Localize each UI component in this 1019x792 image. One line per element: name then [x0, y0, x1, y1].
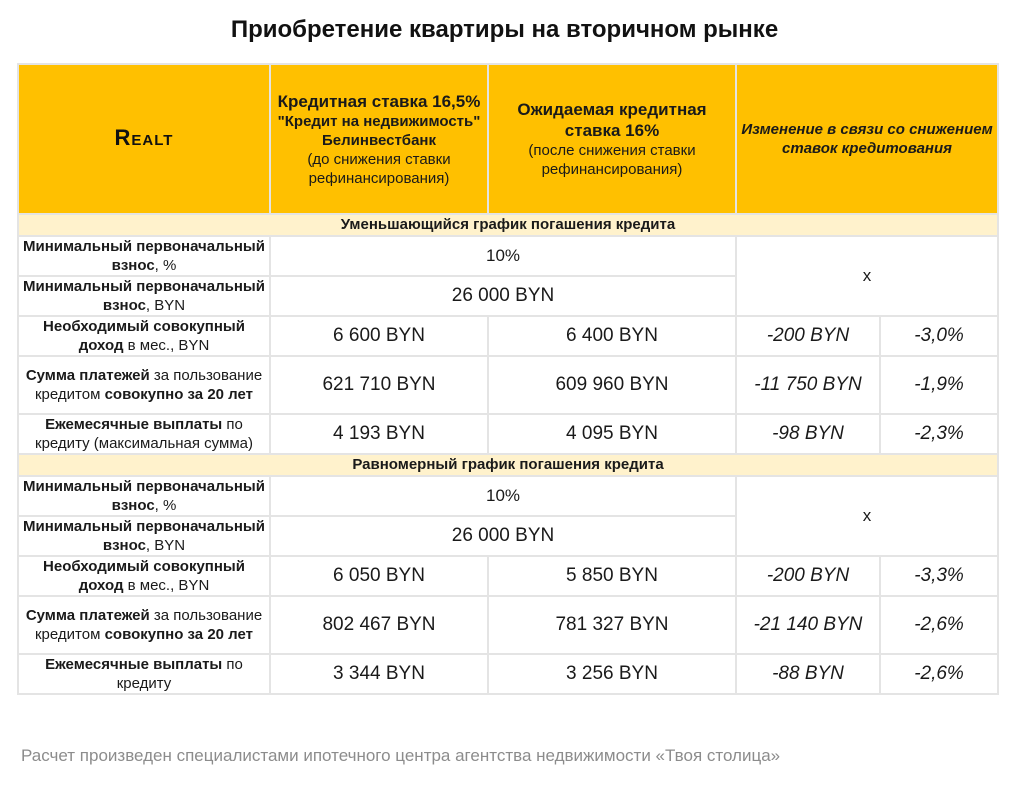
row-label: Минимальный первоначальный взнос, % — [17, 235, 271, 277]
row-label: Сумма платежей за пользование кредитом с… — [17, 355, 271, 415]
header-col1: Кредитная ставка 16,5% "Кредит на недвиж… — [269, 63, 489, 215]
change-x-cell: x — [734, 235, 1000, 317]
value-cell: 6 400 BYN — [487, 315, 737, 357]
realt-logo: Realt — [114, 124, 174, 150]
header-col3: Изменение в связи со снижением ставок кр… — [734, 63, 1000, 215]
value-cell: 609 960 BYN — [487, 355, 737, 415]
row-label: Минимальный первоначальный взнос, BYN — [17, 515, 271, 557]
value-cell: 3 256 BYN — [487, 653, 737, 695]
row-label: Ежемесячные выплаты по кредиту — [17, 653, 271, 695]
header-col1-note: (до снижения ставки рефинансирования) — [307, 150, 451, 187]
change-abs-cell: -21 140 BYN — [735, 595, 881, 655]
table-row: Минимальный первоначальный взнос, % 10% … — [17, 235, 1000, 317]
row-label: Минимальный первоначальный взнос, % — [17, 475, 271, 517]
change-pct-cell: -2,3% — [878, 413, 1000, 455]
change-abs-cell: -98 BYN — [735, 413, 881, 455]
change-pct-cell: -3,3% — [878, 555, 1000, 597]
header-col1-main: Кредитная ставка 16,5% — [277, 91, 481, 111]
change-pct-cell: -1,9% — [878, 355, 1000, 415]
header-col3-text: Изменение в связи со снижением ставок кр… — [741, 121, 993, 157]
table-row: Ежемесячные выплаты по кредиту 3 344 BYN… — [17, 653, 1000, 695]
row-label: Минимальный первоначальный взнос, BYN — [17, 275, 271, 317]
table-row: Сумма платежей за пользование кредитом с… — [17, 355, 1000, 415]
change-x-cell: x — [734, 475, 1000, 557]
row-label: Ежемесячные выплаты по кредиту (максимал… — [17, 413, 271, 455]
change-abs-cell: -200 BYN — [735, 555, 881, 597]
table-row: Необходимый совокупный доход в мес., BYN… — [17, 555, 1000, 597]
row-label: Необходимый совокупный доход в мес., BYN — [17, 315, 271, 357]
section-row: Уменьшающийся график погашения кредита — [16, 213, 1000, 237]
table-row: Ежемесячные выплаты по кредиту (максимал… — [17, 413, 1000, 455]
header-col1-product: "Кредит на недвижимость" — [277, 112, 481, 130]
change-abs-cell: -11 750 BYN — [735, 355, 881, 415]
section-title: Уменьшающийся график погашения кредита — [16, 213, 1000, 237]
value-cell: 621 710 BYN — [269, 355, 489, 415]
table-row: Сумма платежей за пользование кредитом с… — [17, 595, 1000, 655]
page-title: Приобретение квартиры на вторичном рынке — [230, 16, 779, 43]
change-abs-cell: -200 BYN — [735, 315, 881, 357]
value-cell: 4 193 BYN — [269, 413, 489, 455]
table-header-row: Realt Кредитная ставка 16,5% "Кредит на … — [17, 63, 1000, 215]
change-abs-cell: -88 BYN — [735, 653, 881, 695]
header-col1-bank: Белинвестбанк — [322, 131, 436, 149]
section-title: Равномерный график погашения кредита — [16, 453, 1000, 477]
value-cell: 10% — [269, 235, 737, 277]
row-label: Необходимый совокупный доход в мес., BYN — [17, 555, 271, 597]
change-pct-cell: -2,6% — [878, 595, 1000, 655]
value-cell: 781 327 BYN — [487, 595, 737, 655]
logo-cell: Realt — [17, 63, 271, 215]
value-cell: 26 000 BYN — [269, 515, 737, 557]
footer-note: Расчет произведен специалистами ипотечно… — [21, 746, 781, 765]
value-cell: 5 850 BYN — [487, 555, 737, 597]
table-row: Необходимый совокупный доход в мес., BYN… — [17, 315, 1000, 357]
value-cell: 26 000 BYN — [269, 275, 737, 317]
header-col2-note: (после снижения ставки рефинансирования) — [528, 142, 696, 178]
value-cell: 3 344 BYN — [269, 653, 489, 695]
value-cell: 4 095 BYN — [487, 413, 737, 455]
table-row: Минимальный первоначальный взнос, BYN 26… — [17, 515, 998, 557]
comparison-table: Realt Кредитная ставка 16,5% "Кредит на … — [16, 63, 1000, 695]
change-pct-cell: -3,0% — [878, 315, 1000, 357]
value-cell: 10% — [269, 475, 737, 517]
table-row: Минимальный первоначальный взнос, BYN 26… — [17, 275, 998, 317]
value-cell: 802 467 BYN — [269, 595, 489, 655]
row-label: Сумма платежей за пользование кредитом с… — [17, 595, 271, 655]
header-col2-main: Ожидаемая кредитная ставка 16% — [517, 100, 707, 140]
section-row: Равномерный график погашения кредита — [16, 453, 1000, 477]
value-cell: 6 600 BYN — [269, 315, 489, 357]
header-col2: Ожидаемая кредитная ставка 16% (после сн… — [487, 63, 737, 215]
table-row: Минимальный первоначальный взнос, % 10% … — [17, 475, 1000, 557]
change-pct-cell: -2,6% — [878, 653, 1000, 695]
value-cell: 6 050 BYN — [269, 555, 489, 597]
